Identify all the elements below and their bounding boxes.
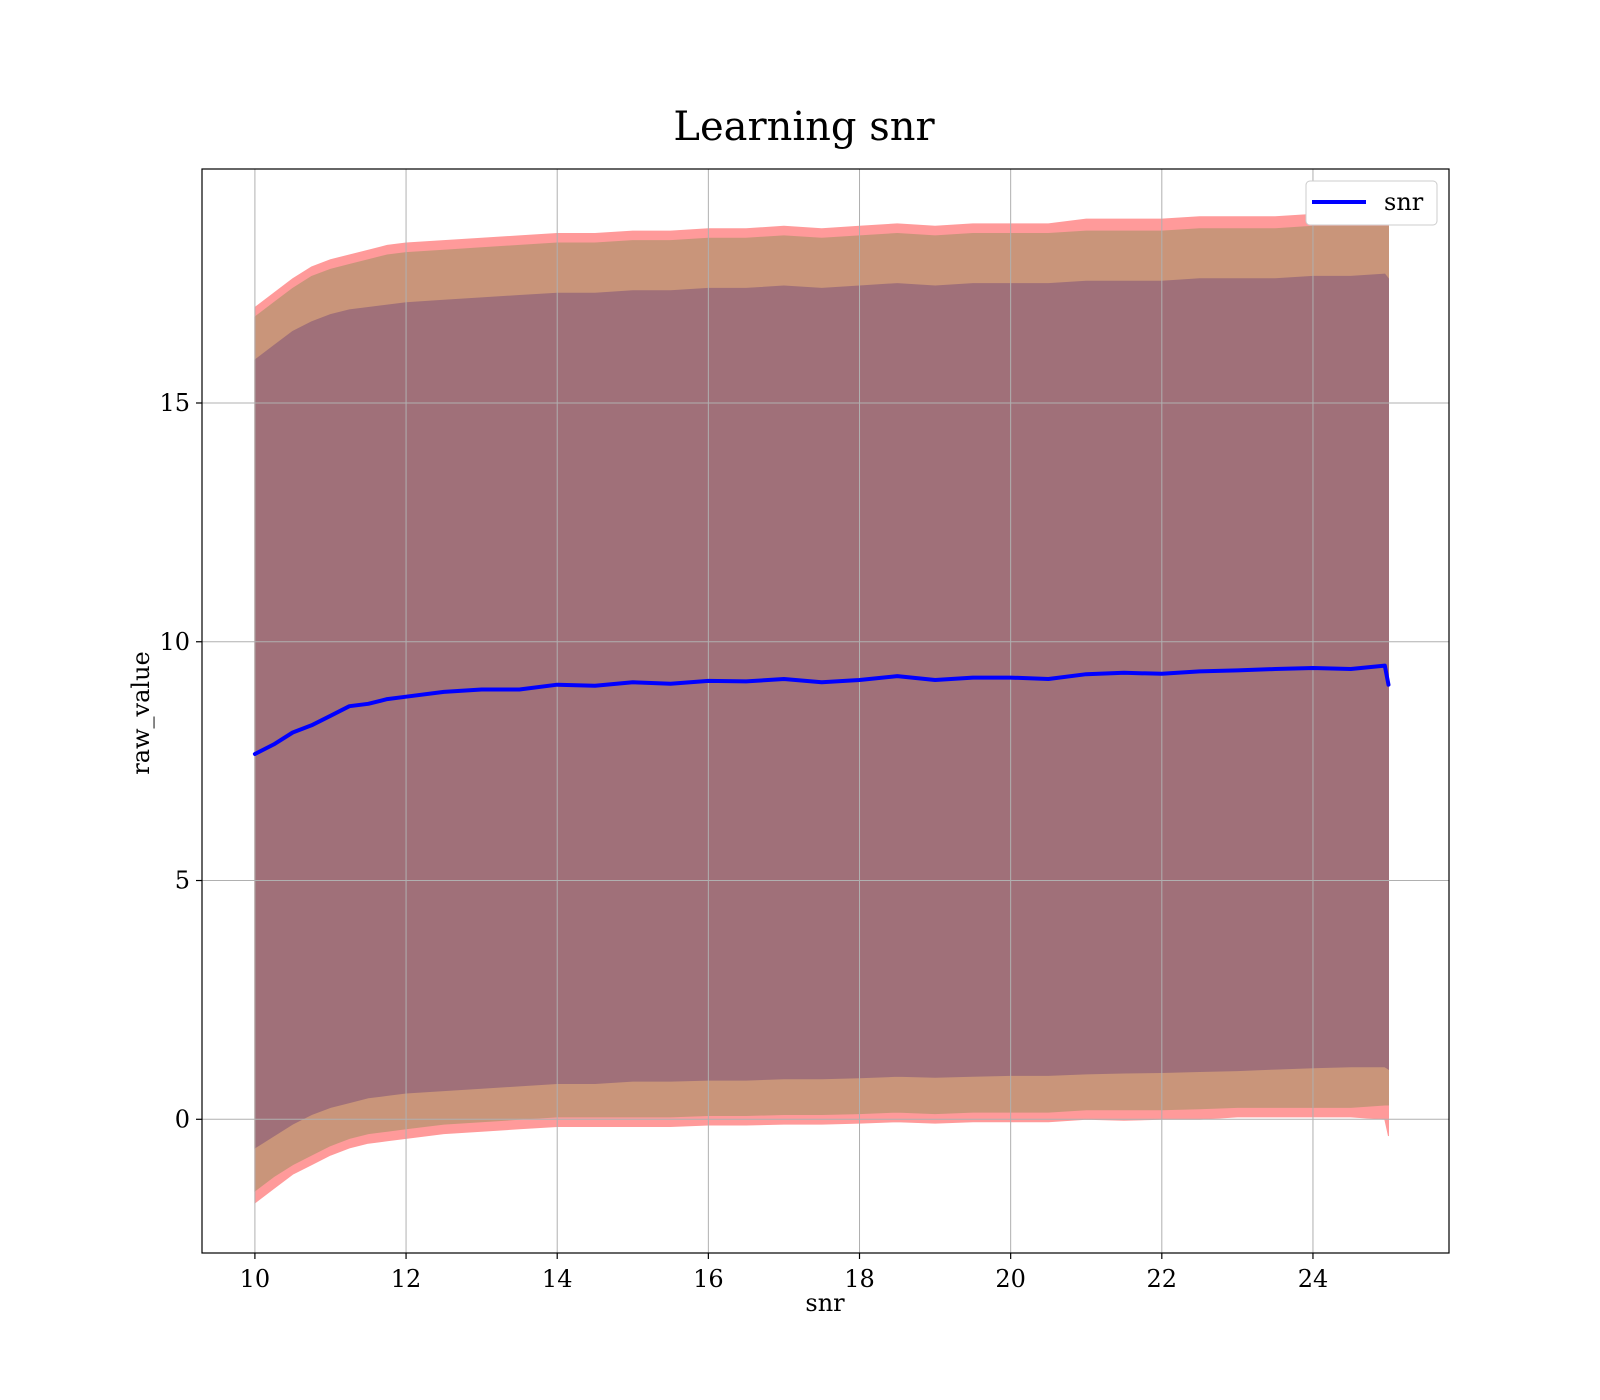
bands <box>254 213 1389 1204</box>
x-tick-label: 22 <box>1147 1265 1178 1293</box>
grid <box>202 169 1449 1253</box>
x-tick-label: 14 <box>542 1265 573 1293</box>
y-tick-label: 0 <box>175 1105 190 1133</box>
x-tick-label: 24 <box>1298 1265 1329 1293</box>
x-tick-label: 10 <box>240 1265 271 1293</box>
y-tick-label: 10 <box>159 628 190 656</box>
legend: snr <box>1305 180 1438 226</box>
x-tick-label: 18 <box>844 1265 875 1293</box>
band-inner-band <box>254 273 1389 1149</box>
plot-frame <box>201 168 1450 1254</box>
y-tick-label: 15 <box>159 389 190 417</box>
series-line-snr <box>252 663 1391 756</box>
legend-label-snr: snr <box>1384 188 1424 216</box>
series-layer <box>252 663 1391 756</box>
y-axis-ticks: 0 5 10 15 <box>159 389 202 1133</box>
x-tick-label: 12 <box>391 1265 422 1293</box>
y-axis-label: raw_value <box>127 651 155 775</box>
x-tick-label: 20 <box>995 1265 1026 1293</box>
x-tick-label: 16 <box>693 1265 724 1293</box>
legend-box <box>1305 180 1438 226</box>
y-tick-label: 5 <box>175 867 190 895</box>
x-axis-ticks: 10 12 14 16 18 20 22 24 <box>240 1253 1329 1293</box>
x-axis-label: snr <box>805 1289 845 1317</box>
chart-title: Learning snr <box>673 104 935 150</box>
plot-area <box>201 168 1450 1254</box>
